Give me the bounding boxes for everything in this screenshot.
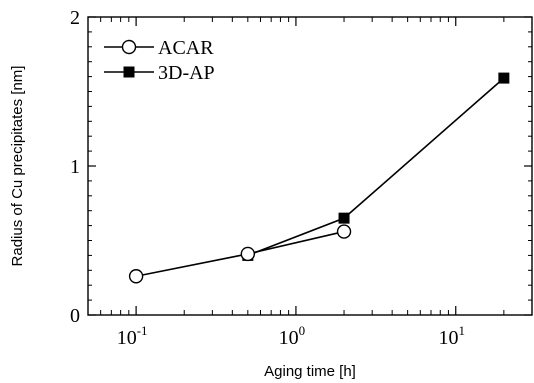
x-tick-label: 10-1: [117, 323, 148, 349]
data-point-acar: [336, 224, 352, 239]
legend-marker-3d-ap: [123, 66, 135, 78]
x-tick-label: 100: [279, 323, 306, 349]
y-axis-label: Radius of Cu precipitates [nm]: [9, 66, 26, 267]
data-point-acar: [128, 269, 144, 284]
x-axis-label: Aging time [h]: [264, 363, 356, 380]
series-line-0: [135, 230, 345, 278]
x-tick-label: 101: [438, 323, 465, 349]
legend-label-1: 3D-AP: [158, 62, 215, 84]
y-tick-label: 1: [70, 156, 80, 178]
data-point-3d-ap: [498, 72, 510, 84]
legend-marker-acar: [121, 39, 137, 55]
y-tick-label: 0: [70, 305, 80, 327]
plot-frame: [87, 16, 533, 316]
data-point-acar: [240, 246, 256, 262]
legend: ACAR 3D-AP: [104, 37, 215, 84]
data-point-3d-ap: [338, 212, 350, 224]
series-line-1: [247, 77, 505, 257]
legend-label-0: ACAR: [158, 37, 214, 59]
y-tick-label: 2: [70, 7, 80, 29]
